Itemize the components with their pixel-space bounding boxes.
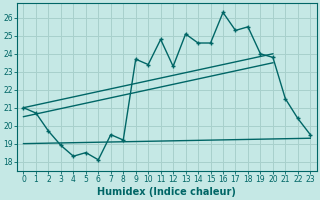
X-axis label: Humidex (Indice chaleur): Humidex (Indice chaleur) <box>98 187 236 197</box>
